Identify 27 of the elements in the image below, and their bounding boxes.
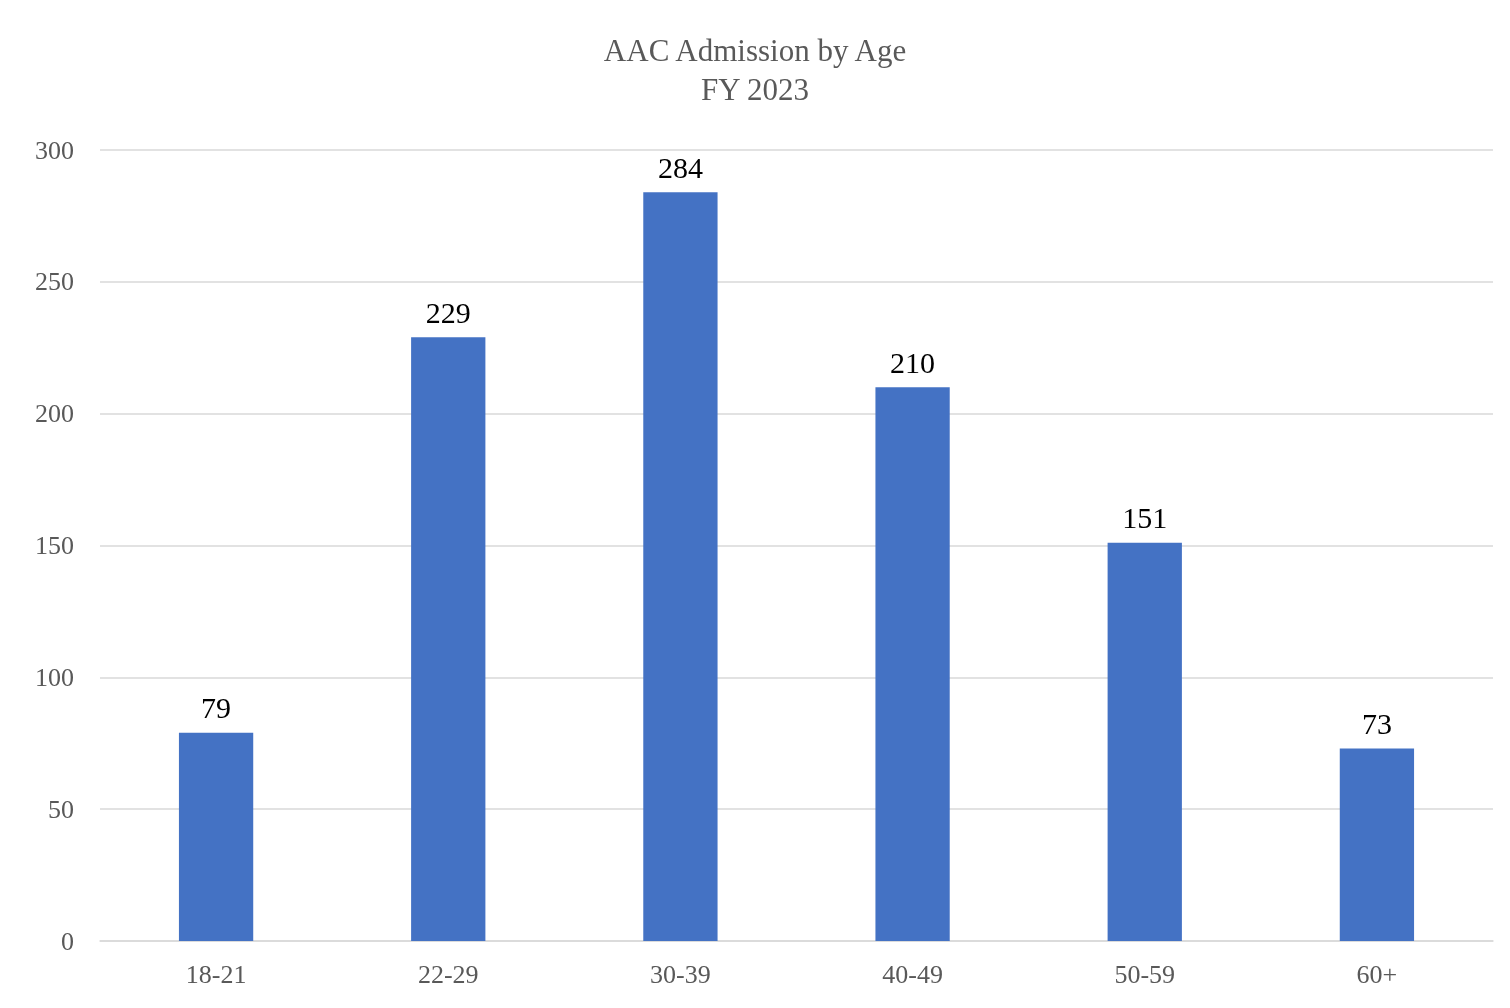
data-label: 210 — [890, 345, 936, 379]
x-tick-label: 40-49 — [882, 959, 943, 989]
bar — [178, 732, 254, 941]
data-label: 73 — [1361, 707, 1392, 741]
bar — [411, 337, 486, 941]
chart-title: AAC Admission by Age — [603, 33, 907, 68]
data-label: 151 — [1122, 501, 1168, 535]
data-label: 284 — [657, 150, 703, 184]
bar — [875, 387, 950, 941]
y-tick-label: 200 — [35, 399, 74, 429]
bar — [643, 192, 718, 941]
x-tick-label: 50-59 — [1114, 959, 1176, 989]
x-tick-label: 60+ — [1356, 959, 1398, 989]
data-label: 79 — [201, 691, 232, 725]
y-tick-label: 300 — [35, 135, 74, 165]
x-tick-label: 18-21 — [185, 959, 247, 989]
x-tick-label: 22-29 — [417, 959, 479, 989]
x-tick-label: 30-39 — [650, 959, 711, 989]
y-tick-label: 100 — [35, 662, 74, 692]
y-tick-label: 150 — [35, 531, 74, 560]
y-tick-label: 50 — [48, 794, 74, 824]
bar — [1107, 542, 1182, 941]
data-label: 229 — [425, 295, 471, 329]
chart-subtitle: FY 2023 — [700, 72, 810, 107]
y-tick-label: 0 — [61, 926, 74, 956]
y-tick-label: 250 — [35, 267, 74, 297]
bar — [1339, 748, 1415, 941]
